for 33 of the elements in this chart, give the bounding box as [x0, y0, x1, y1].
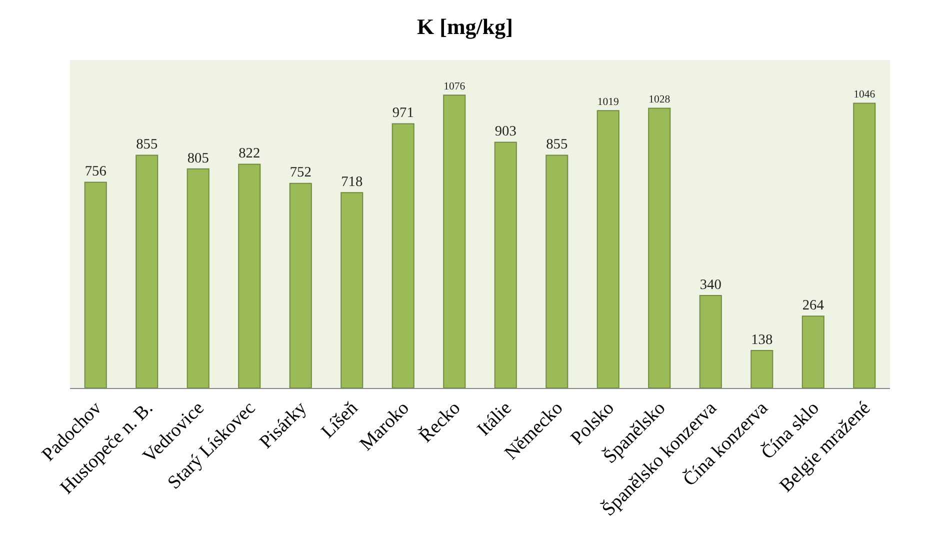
bar	[186, 168, 210, 388]
chart-title: K [mg/kg]	[417, 14, 513, 40]
bar	[443, 94, 466, 388]
data-label: 855	[136, 136, 158, 153]
data-label: 903	[494, 124, 516, 140]
bar	[84, 182, 107, 388]
data-label: 971	[392, 105, 414, 122]
bar	[238, 164, 261, 388]
bar	[648, 108, 671, 388]
data-label: 264	[802, 298, 824, 314]
bar	[392, 123, 414, 388]
bar	[853, 102, 876, 388]
data-label: 822	[238, 146, 260, 162]
data-label: 756	[84, 164, 106, 180]
data-label: 1028	[648, 94, 670, 106]
data-label: 1019	[597, 96, 619, 108]
bar	[546, 154, 568, 388]
bar	[750, 350, 774, 388]
data-label: 718	[341, 174, 363, 190]
bar	[802, 316, 824, 388]
bar	[494, 142, 517, 388]
data-label: 752	[290, 164, 312, 181]
data-label: 1076	[444, 80, 466, 92]
data-label: 138	[751, 332, 773, 348]
data-label: 805	[187, 150, 209, 166]
bar	[289, 182, 312, 388]
bar	[699, 294, 722, 388]
data-label: 1046	[854, 88, 876, 101]
bar	[136, 154, 158, 388]
data-label: 340	[700, 276, 722, 293]
bar	[596, 110, 620, 388]
data-label: 855	[546, 136, 568, 153]
bar	[340, 192, 364, 388]
